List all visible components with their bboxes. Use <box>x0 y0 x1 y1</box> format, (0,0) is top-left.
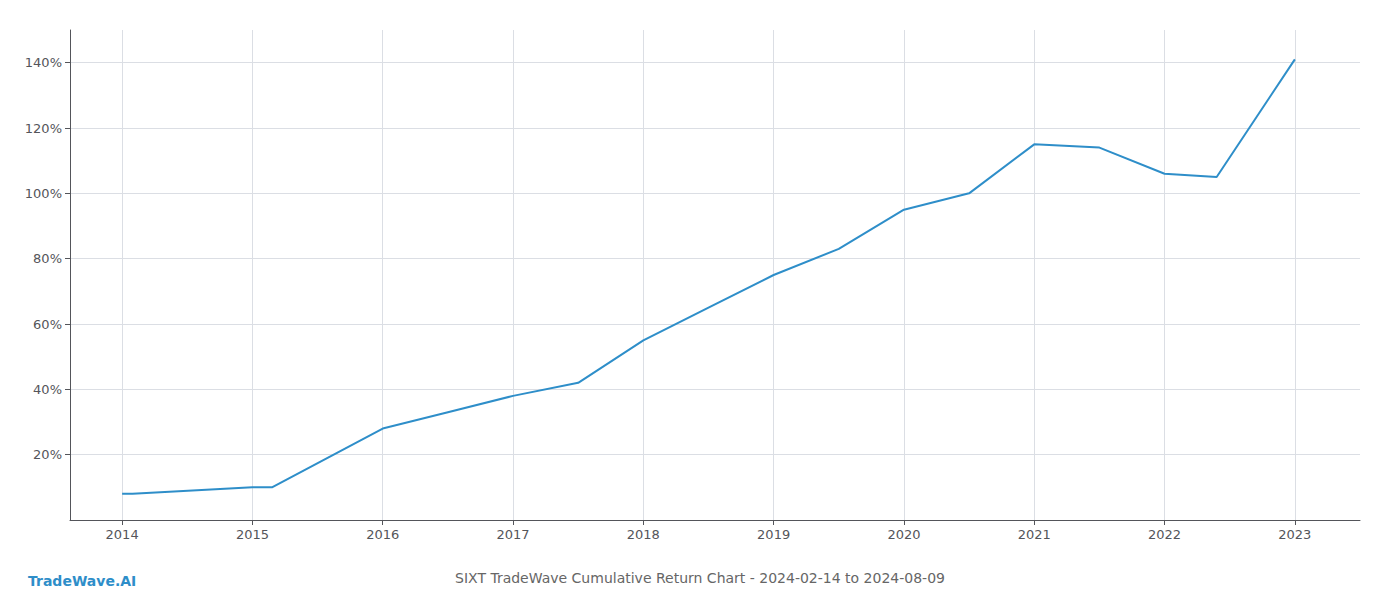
svg-text:2016: 2016 <box>366 527 399 542</box>
svg-text:80%: 80% <box>33 251 62 266</box>
svg-text:2019: 2019 <box>757 527 790 542</box>
svg-text:TradeWave.AI: TradeWave.AI <box>28 573 136 589</box>
svg-text:2021: 2021 <box>1018 527 1051 542</box>
svg-text:2014: 2014 <box>106 527 139 542</box>
svg-text:100%: 100% <box>25 186 62 201</box>
svg-text:SIXT TradeWave Cumulative Retu: SIXT TradeWave Cumulative Return Chart -… <box>455 570 945 586</box>
svg-text:2018: 2018 <box>627 527 660 542</box>
svg-text:2023: 2023 <box>1278 527 1311 542</box>
svg-text:2017: 2017 <box>496 527 529 542</box>
svg-text:60%: 60% <box>33 317 62 332</box>
svg-text:40%: 40% <box>33 382 62 397</box>
svg-text:2022: 2022 <box>1148 527 1181 542</box>
svg-text:20%: 20% <box>33 447 62 462</box>
svg-text:120%: 120% <box>25 121 62 136</box>
svg-text:2020: 2020 <box>887 527 920 542</box>
svg-text:2015: 2015 <box>236 527 269 542</box>
svg-text:140%: 140% <box>25 55 62 70</box>
